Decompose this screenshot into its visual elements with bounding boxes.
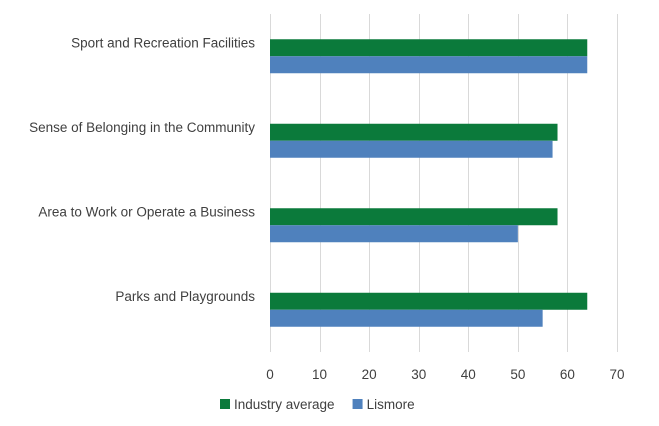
x-tick-label: 20: [362, 367, 377, 382]
x-tick-label: 30: [411, 367, 426, 382]
legend: Industry average Lismore: [220, 397, 415, 412]
bar-lismore: [270, 225, 518, 243]
category-label: Area to Work or Operate a Business: [38, 204, 255, 219]
bar-lismore: [270, 56, 588, 74]
x-tick-label: 70: [609, 367, 624, 382]
bar-industry-average: [270, 292, 588, 310]
legend-label: Industry average: [234, 397, 335, 412]
x-tick-label: 50: [510, 367, 525, 382]
legend-swatch: [352, 399, 363, 409]
bars: [270, 39, 588, 327]
x-tick-label: 60: [560, 367, 575, 382]
legend-swatch: [220, 399, 230, 409]
x-axis-ticks: 0 10 20 30 40 50 60 70: [266, 367, 624, 382]
bar-lismore: [270, 309, 543, 327]
category-labels: Sport and Recreation Facilities Sense of …: [29, 35, 255, 304]
x-tick-label: 0: [266, 367, 274, 382]
category-label: Sport and Recreation Facilities: [71, 35, 255, 50]
legend-label: Lismore: [367, 397, 415, 412]
x-tick-label: 40: [461, 367, 476, 382]
category-label: Parks and Playgrounds: [115, 289, 255, 304]
bar-industry-average: [270, 123, 558, 141]
category-label: Sense of Belonging in the Community: [29, 120, 255, 135]
bar-industry-average: [270, 208, 558, 226]
x-tick-label: 10: [312, 367, 327, 382]
bar-industry-average: [270, 39, 588, 57]
bar-lismore: [270, 140, 553, 158]
